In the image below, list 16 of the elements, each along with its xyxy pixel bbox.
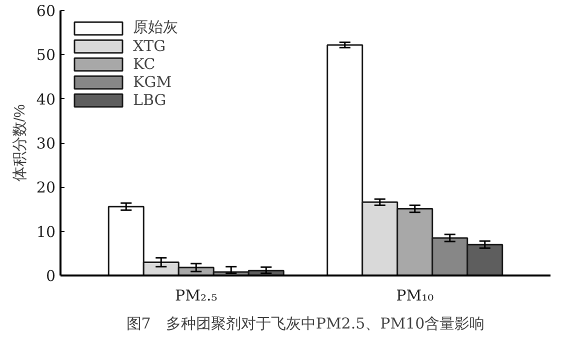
y-tick-label: 0 xyxy=(46,267,56,285)
legend-label: XTG xyxy=(133,37,166,55)
y-tick-label: 10 xyxy=(36,222,56,241)
y-tick-label: 60 xyxy=(36,2,56,20)
legend-label: 原始灰 xyxy=(133,18,178,37)
y-axis-title: 体积分数/% xyxy=(11,104,28,182)
x-tick-label: PM₂.₅ xyxy=(175,286,218,304)
y-tick-label: 50 xyxy=(36,46,56,64)
y-tick-label: 40 xyxy=(36,90,56,108)
x-tick-label: PM₁₀ xyxy=(396,286,434,304)
legend-label: KGM xyxy=(133,73,172,91)
legend-label: KC xyxy=(133,55,156,73)
legend-label: LBG xyxy=(133,91,166,109)
y-tick-label: 20 xyxy=(36,178,56,197)
text: 图7 多种团聚剂对于飞灰中PM2.5、PM10含量影响 xyxy=(126,314,485,332)
y-tick-label: 30 xyxy=(36,134,56,152)
